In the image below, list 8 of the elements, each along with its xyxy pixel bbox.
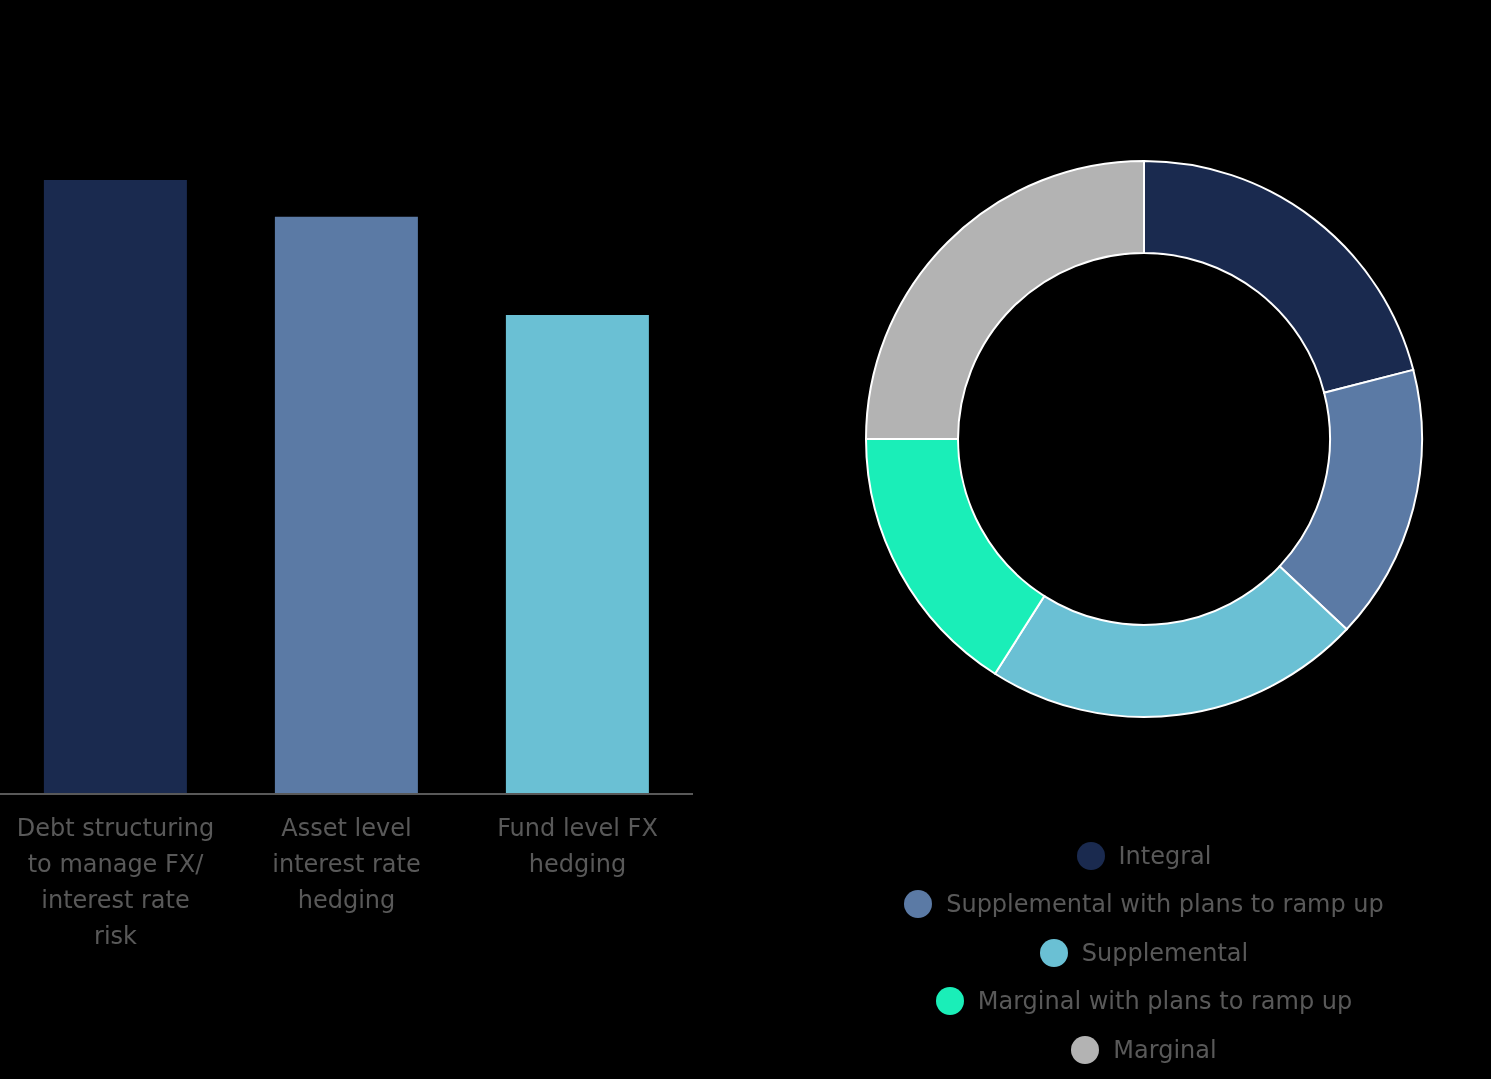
x-tick-label: Fund level FX hedging — [497, 814, 658, 878]
legend-label: Supplemental with plans to ramp up — [946, 890, 1384, 919]
legend-label: Supplemental — [1081, 938, 1249, 967]
legend-label: Marginal — [1113, 1035, 1217, 1064]
x-tick-label: Debt structuring to manage FX/ interest rate risk — [16, 814, 215, 950]
legend-label: Integral — [1118, 841, 1212, 870]
x-tick-label: Asset level interest rate hedging — [272, 814, 421, 914]
legend-label: Marginal with plans to ramp up — [977, 987, 1353, 1016]
